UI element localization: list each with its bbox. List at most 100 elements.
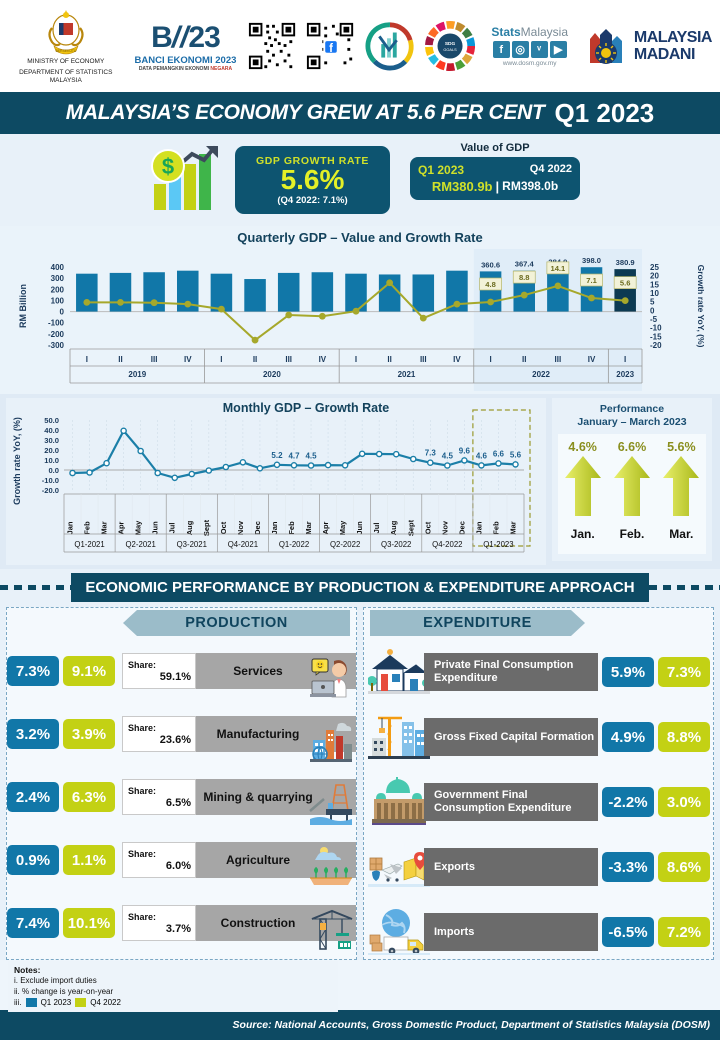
stats-bold: Stats (491, 25, 521, 39)
title-quarter: Q1 2023 (554, 97, 655, 128)
svg-text:Mar: Mar (304, 521, 313, 534)
svg-text:Sept: Sept (202, 519, 211, 536)
svg-text:Growth rate YoY, (%): Growth rate YoY, (%) (12, 417, 22, 505)
svg-text:Q4-2022: Q4-2022 (432, 540, 462, 549)
performance-card: Performance January – March 2023 4.6% Ja… (552, 398, 712, 561)
perf-feb-label: Feb. (619, 527, 645, 541)
svg-text:2022: 2022 (532, 370, 550, 379)
svg-text:Jul: Jul (168, 523, 177, 534)
up-arrow-icon-feb (613, 456, 650, 516)
malaysia-madani-logo: MALAYSIA MADANI (584, 23, 712, 69)
madani-line2: MADANI (633, 46, 696, 63)
svg-text:-15: -15 (650, 332, 662, 341)
government-building-icon (372, 777, 426, 825)
dotted-line-right (648, 584, 720, 590)
notes-block: Notes: i. Exclude import duties ii. % ch… (8, 961, 338, 1012)
quarterly-chart-title: Quarterly GDP – Value and Growth Rate (237, 230, 483, 245)
performance-month-feb: 6.6% Feb. (609, 440, 655, 541)
value-of-gdp-block: Value of GDP Q1 2023 Q4 2022 RM380.9b | … (410, 142, 580, 200)
performance-columns: 4.6% Jan. 6.6% Feb. (558, 434, 706, 541)
twitter-icon[interactable]: ᵛ (530, 41, 548, 58)
svg-text:Apr: Apr (117, 521, 126, 534)
svg-text:Dec: Dec (457, 521, 466, 535)
exports-pills: -3.3% 8.6% (602, 852, 710, 882)
agriculture-icon (310, 847, 352, 885)
services-icon (310, 658, 347, 698)
construction-q4-value: 10.1% (63, 908, 115, 938)
youtube-icon[interactable]: ▶ (549, 41, 567, 58)
banci-year-23: 23 (188, 20, 220, 54)
expenditure-row-government-consumption: Government Final Consumption Expenditure… (364, 771, 713, 833)
qr-code-icon-1[interactable] (247, 20, 298, 72)
svg-text:Jan: Jan (474, 521, 483, 534)
svg-text:Jun: Jun (151, 521, 160, 535)
expenditure-row-imports: Imports -6.5% 7.2% (364, 901, 713, 963)
performance-month-mar: 5.6% Mar. (658, 440, 704, 541)
svg-text:RM Billion: RM Billion (18, 284, 28, 328)
svg-text:Sept: Sept (406, 519, 415, 536)
gdp-current-amount: RM380.9b (431, 179, 493, 194)
mining-q1-value: 2.4% (7, 782, 59, 812)
perf-mar-value: 5.6% (667, 440, 696, 454)
svg-text:IV: IV (184, 355, 192, 364)
banci-tagline-b: NEGARA (210, 65, 233, 72)
expenditure-panel-head: EXPENDITURE (364, 608, 713, 638)
svg-text:7.3: 7.3 (425, 449, 437, 458)
note-iii-number: iii. (14, 998, 22, 1007)
svg-text:II: II (253, 355, 257, 364)
banci-ekonomi-logo: B // 23 BANCI EKONOMI 2023 DATA PEMANGKI… (132, 21, 240, 72)
services-q1-value: 7.3% (7, 656, 59, 686)
perf-feb-value: 6.6% (617, 440, 647, 454)
note-iii-legend: iii. Q1 2023 Q4 2022 (14, 997, 332, 1008)
dosm-ring-logo-icon (365, 22, 415, 71)
svg-text:Q4-2021: Q4-2021 (228, 540, 258, 549)
banci-subtitle: BANCI EKONOMI 2023 (134, 54, 237, 66)
gdp-previous-period: Q4 2022 (529, 163, 572, 175)
banci-letter-b: B (151, 20, 173, 54)
svg-text:4.5: 4.5 (442, 452, 454, 461)
production-panel: PRODUCTION 7.3% 9.1% Share: 59.1% Servic… (6, 607, 357, 960)
legend-label-q4: Q4 2022 (90, 998, 121, 1007)
svg-text:Q2-2021: Q2-2021 (125, 540, 155, 549)
gdp-growth-rate-label: GDP GROWTH RATE (255, 154, 370, 167)
gdp-amount-separator: | (495, 179, 500, 194)
agriculture-q4-value: 1.1% (63, 845, 115, 875)
svg-text:GOALS: GOALS (444, 48, 458, 52)
section-banner-title: ECONOMIC PERFORMANCE BY PRODUCTION & EXP… (71, 572, 649, 602)
exports-name: Exports (424, 848, 598, 886)
svg-text:I: I (624, 355, 626, 364)
dosm-website-url[interactable]: www.dosm.gov.my (502, 60, 557, 67)
airplane-export-icon (368, 852, 430, 887)
facebook-icon[interactable]: f (492, 41, 510, 58)
svg-text:300: 300 (51, 274, 65, 283)
gross-fixed-capital-name: Gross Fixed Capital Formation (424, 718, 598, 756)
production-row-services: 7.3% 9.1% Share: 59.1% Services (7, 641, 356, 701)
svg-text:I: I (355, 355, 357, 364)
svg-text:-5: -5 (650, 315, 658, 324)
services-q4-value: 9.1% (63, 656, 115, 686)
svg-text:Q3-2021: Q3-2021 (177, 540, 207, 549)
performance-title: Performance January – March 2023 (552, 398, 712, 429)
svg-text:Q2-2022: Q2-2022 (330, 540, 360, 549)
private-consumption-q4-value: 7.3% (658, 657, 710, 687)
instagram-icon[interactable]: ◎ (511, 41, 529, 58)
production-row-agriculture: 0.9% 1.1% Share: 6.0% Agriculture (7, 830, 356, 890)
svg-text:II: II (387, 355, 391, 364)
expenditure-panel: EXPENDITURE Private Final Consumption (363, 607, 714, 960)
services-share-value: 59.1% (159, 670, 191, 683)
svg-text:10: 10 (650, 289, 659, 298)
svg-text:4.5: 4.5 (305, 452, 317, 461)
svg-text:20.0: 20.0 (44, 446, 59, 455)
ministry-line2: DEPARTMENT OF STATISTICS MALAYSIA (19, 68, 113, 85)
qr-code-icon-2-facebook[interactable]: f (305, 20, 356, 72)
up-arrow-icon-mar (663, 456, 700, 516)
legend-label-q1: Q1 2023 (40, 998, 72, 1007)
social-links[interactable]: f ◎ ᵛ ▶ (492, 41, 567, 58)
construction-icon (311, 909, 353, 950)
svg-text:Jul: Jul (372, 523, 381, 534)
globe-truck-icon (368, 909, 430, 955)
performance-title-line2: January – March 2023 (577, 416, 687, 428)
expenditure-row-private-consumption: Private Final Consumption Expenditure 5.… (364, 641, 713, 703)
svg-text:15: 15 (650, 280, 659, 289)
